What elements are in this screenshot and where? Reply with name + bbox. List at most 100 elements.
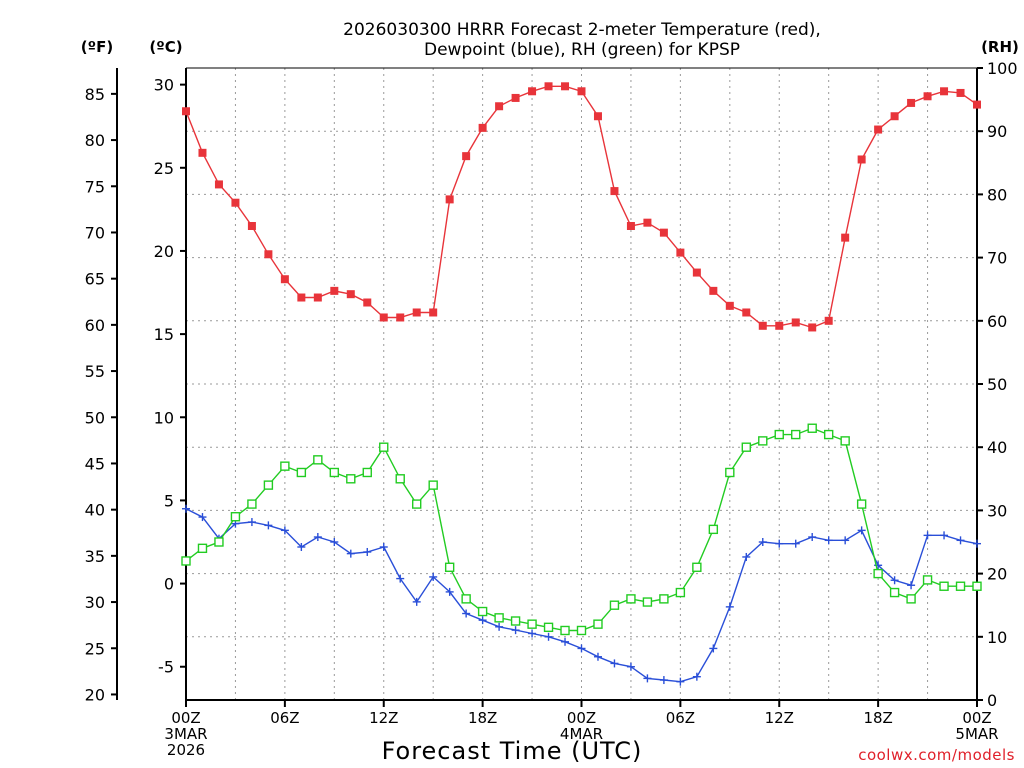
temperature-point — [561, 82, 570, 91]
temperature-point — [478, 123, 487, 132]
dewpoint-point — [297, 542, 306, 551]
rh-point — [708, 524, 719, 535]
credit-text: coolwx.com/models — [858, 746, 1015, 764]
temperature-point — [462, 152, 471, 161]
rh-point — [181, 556, 191, 566]
temperature-point — [923, 92, 932, 101]
dewpoint-point — [445, 587, 454, 596]
temperature-point — [396, 313, 405, 322]
rh-point — [576, 625, 587, 636]
x-tick-label: 00Z — [962, 709, 991, 727]
dewpoint-point — [709, 644, 718, 653]
rh-point — [593, 619, 603, 629]
rh-point — [362, 467, 372, 478]
celsius-tick-label: 0 — [164, 575, 174, 594]
dewpoint-point — [659, 676, 668, 685]
dewpoint-point — [643, 674, 652, 683]
temperature-point — [330, 286, 339, 295]
temperature-point — [429, 308, 438, 317]
unit-label-rh: (RH) — [981, 38, 1019, 56]
fahrenheit-tick-label: 50 — [85, 408, 105, 427]
temperature-point — [709, 286, 718, 295]
rh-point — [939, 581, 949, 591]
dewpoint-point — [758, 538, 767, 546]
dewpoint-point — [956, 536, 965, 545]
dewpoint-point — [725, 602, 734, 611]
dewpoint-point — [907, 581, 916, 590]
rh-point — [527, 619, 537, 629]
chart-title-line2: Dewpoint (blue), RH (green) for KPSP — [424, 40, 740, 60]
rh-point — [412, 499, 422, 509]
rh-point — [972, 581, 982, 591]
fahrenheit-tick-label: 60 — [85, 316, 105, 335]
fahrenheit-tick-label: 40 — [85, 501, 105, 520]
dewpoint-point — [429, 572, 438, 581]
dewpoint-point — [857, 526, 866, 535]
rh-point — [642, 597, 653, 607]
chart-title-line1: 2026030300 HRRR Forecast 2-meter Tempera… — [343, 20, 821, 40]
temperature-point — [247, 222, 256, 230]
rh-point — [840, 436, 850, 446]
fahrenheit-tick-label: 30 — [85, 593, 105, 612]
temperature-point — [577, 87, 586, 96]
dewpoint-point — [412, 597, 421, 606]
rh-point — [444, 562, 455, 572]
temperature-point — [742, 308, 751, 317]
rh-point — [214, 537, 224, 547]
temperature-point — [412, 308, 421, 317]
dewpoint-point — [313, 533, 322, 542]
fahrenheit-tick-label: 55 — [85, 362, 105, 381]
dewpoint-point — [379, 542, 388, 551]
dewpoint-point — [264, 521, 273, 530]
dewpoint-point — [791, 539, 800, 548]
rh-point — [889, 587, 900, 598]
fahrenheit-tick-label: 75 — [85, 177, 105, 196]
dewpoint-point — [561, 637, 570, 646]
fahrenheit-tick-label: 45 — [85, 454, 105, 473]
x-tick-label: 00Z — [567, 709, 596, 727]
rh-point — [692, 562, 702, 572]
temperature-point — [280, 275, 289, 284]
rh-tick-label: 10 — [987, 628, 1007, 647]
rh-point — [791, 429, 801, 440]
temperature-point — [495, 102, 504, 111]
rh-point — [675, 587, 686, 598]
rh-tick-label: 80 — [987, 185, 1007, 204]
fahrenheit-tick-label: 20 — [85, 685, 105, 704]
temperature-point — [363, 298, 372, 307]
rh-point — [428, 480, 438, 490]
temperature-point — [692, 268, 701, 277]
temperature-point — [874, 125, 883, 134]
rh-tick-label: 90 — [987, 122, 1007, 141]
axes: -5 0 5 10 15 20 25 30 20 25 30 35 40 45 50 55 60 65 70 75 80… — [85, 59, 1018, 759]
rh-point — [774, 429, 784, 440]
temperature-point — [857, 155, 866, 164]
temperature-point — [824, 316, 833, 325]
temperature-point — [346, 290, 355, 299]
rh-tick-label: 20 — [987, 565, 1007, 584]
temperature-point — [214, 180, 223, 189]
dewpoint-point — [973, 539, 981, 548]
temperature-point — [264, 250, 273, 259]
rh-tick-label: 30 — [987, 501, 1007, 520]
series — [181, 82, 982, 686]
rh-tick-label: 40 — [987, 438, 1007, 457]
temperature-point — [182, 107, 190, 116]
dewpoint-point — [478, 616, 487, 625]
temperature-point — [841, 233, 850, 242]
dewpoint-point — [808, 533, 817, 542]
rh-point — [955, 581, 966, 591]
dewpoint-point — [330, 538, 339, 546]
temperature-point — [445, 195, 454, 204]
dewpoint-point — [775, 539, 784, 548]
temperature-point — [626, 222, 635, 230]
rh-point — [823, 429, 834, 440]
temperature-point — [676, 248, 685, 257]
temperature-point — [593, 112, 602, 121]
x-tick-label: 12Z — [765, 709, 794, 727]
temperature-point — [610, 187, 619, 196]
rh-point — [197, 543, 208, 554]
dewpoint-point — [247, 518, 256, 527]
celsius-tick-label: 20 — [154, 242, 174, 261]
